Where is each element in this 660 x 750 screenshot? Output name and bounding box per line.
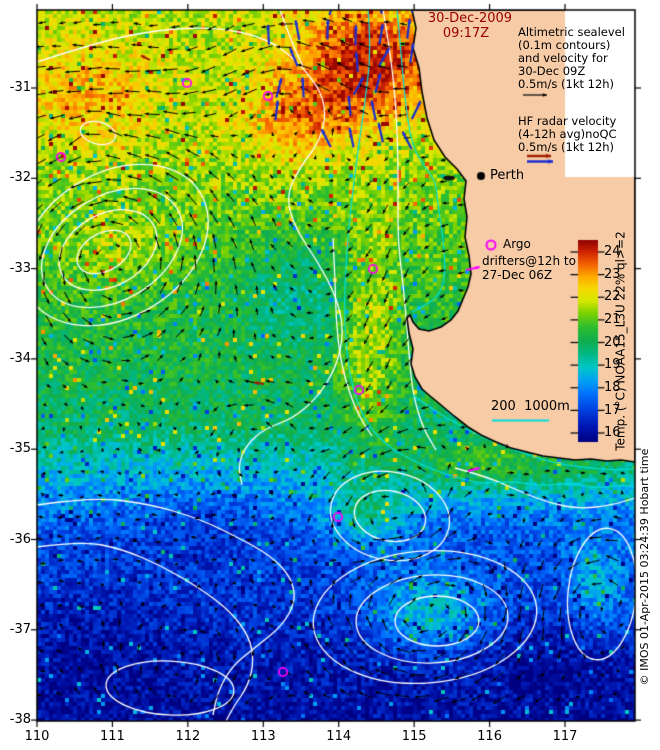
colorbar-tick-label: 16 (604, 425, 621, 441)
altimetric-legend-line: 0.5m/s (1kt 12h) (518, 77, 615, 91)
colorbar-tick-label: 22 (604, 289, 621, 305)
y-axis-tick-label: -37 (9, 621, 31, 637)
x-axis-tick-label: 117 (552, 729, 578, 744)
drifters-legend-line1: drifters@12h to (482, 254, 576, 268)
y-axis-tick-label: -33 (9, 260, 31, 276)
colorbar-tick-label: 20 (604, 334, 621, 350)
hf-radar-legend-line: 0.5m/s (1kt 12h) (518, 140, 615, 154)
y-axis-tick-label: -32 (9, 170, 31, 186)
altimetric-legend-line: (0.1m contours) (518, 38, 611, 52)
x-axis-tick-label: 113 (250, 729, 276, 744)
hf-radar-legend-line: HF radar velocity (518, 114, 617, 128)
x-axis-tick-label: 114 (326, 729, 352, 744)
y-axis-tick-label: -31 (9, 80, 31, 95)
copyright-label: © IMOS 01-Apr-2015 03:24:39 Hobart time (638, 448, 652, 686)
x-axis-tick-label: 111 (100, 729, 125, 744)
x-axis-tick-label: 115 (401, 729, 427, 744)
x-axis-tick-label: 112 (175, 729, 201, 744)
colorbar-tick-label: 19 (604, 357, 621, 373)
colorbar-tick-label: 23 (604, 266, 621, 282)
x-axis-tick-label: 116 (477, 729, 502, 744)
altimetric-legend: Altimetric sealevel (0.1m contours) and ve… (518, 26, 625, 91)
y-axis-tick-label: -35 (9, 441, 31, 457)
hf-radar-legend: HF radar velocity (4-12h avg)noQC 0.5m/s (… (518, 115, 617, 154)
y-axis-tick-label: -38 (9, 712, 31, 728)
map-date-label: 30-Dec-2009 (427, 11, 513, 26)
isobath-scale-label: 200 1000m (491, 399, 570, 414)
argo-legend-label: Argo (503, 237, 531, 251)
colorbar-tick-label: 18 (604, 379, 621, 395)
map-time-label: 09:17Z (442, 26, 490, 41)
x-axis-tick-label: 110 (24, 729, 50, 744)
drifters-legend-line2: 27-Dec 06Z (482, 268, 553, 282)
colorbar-tick-label: 24 (604, 244, 621, 260)
colorbar-tick-label: 21 (604, 312, 621, 328)
y-axis-tick-label: -36 (9, 531, 31, 547)
altimetric-legend-line: and velocity for (518, 51, 608, 65)
perth-label: Perth (490, 168, 525, 183)
altimetric-legend-line: Altimetric sealevel (518, 25, 625, 39)
hf-radar-legend-line: (4-12h avg)noQC (518, 127, 617, 141)
altimetric-legend-line: 30-Dec 09Z (518, 64, 586, 78)
colorbar-tick-label: 17 (604, 402, 621, 418)
y-axis-tick-label: -34 (9, 350, 31, 366)
